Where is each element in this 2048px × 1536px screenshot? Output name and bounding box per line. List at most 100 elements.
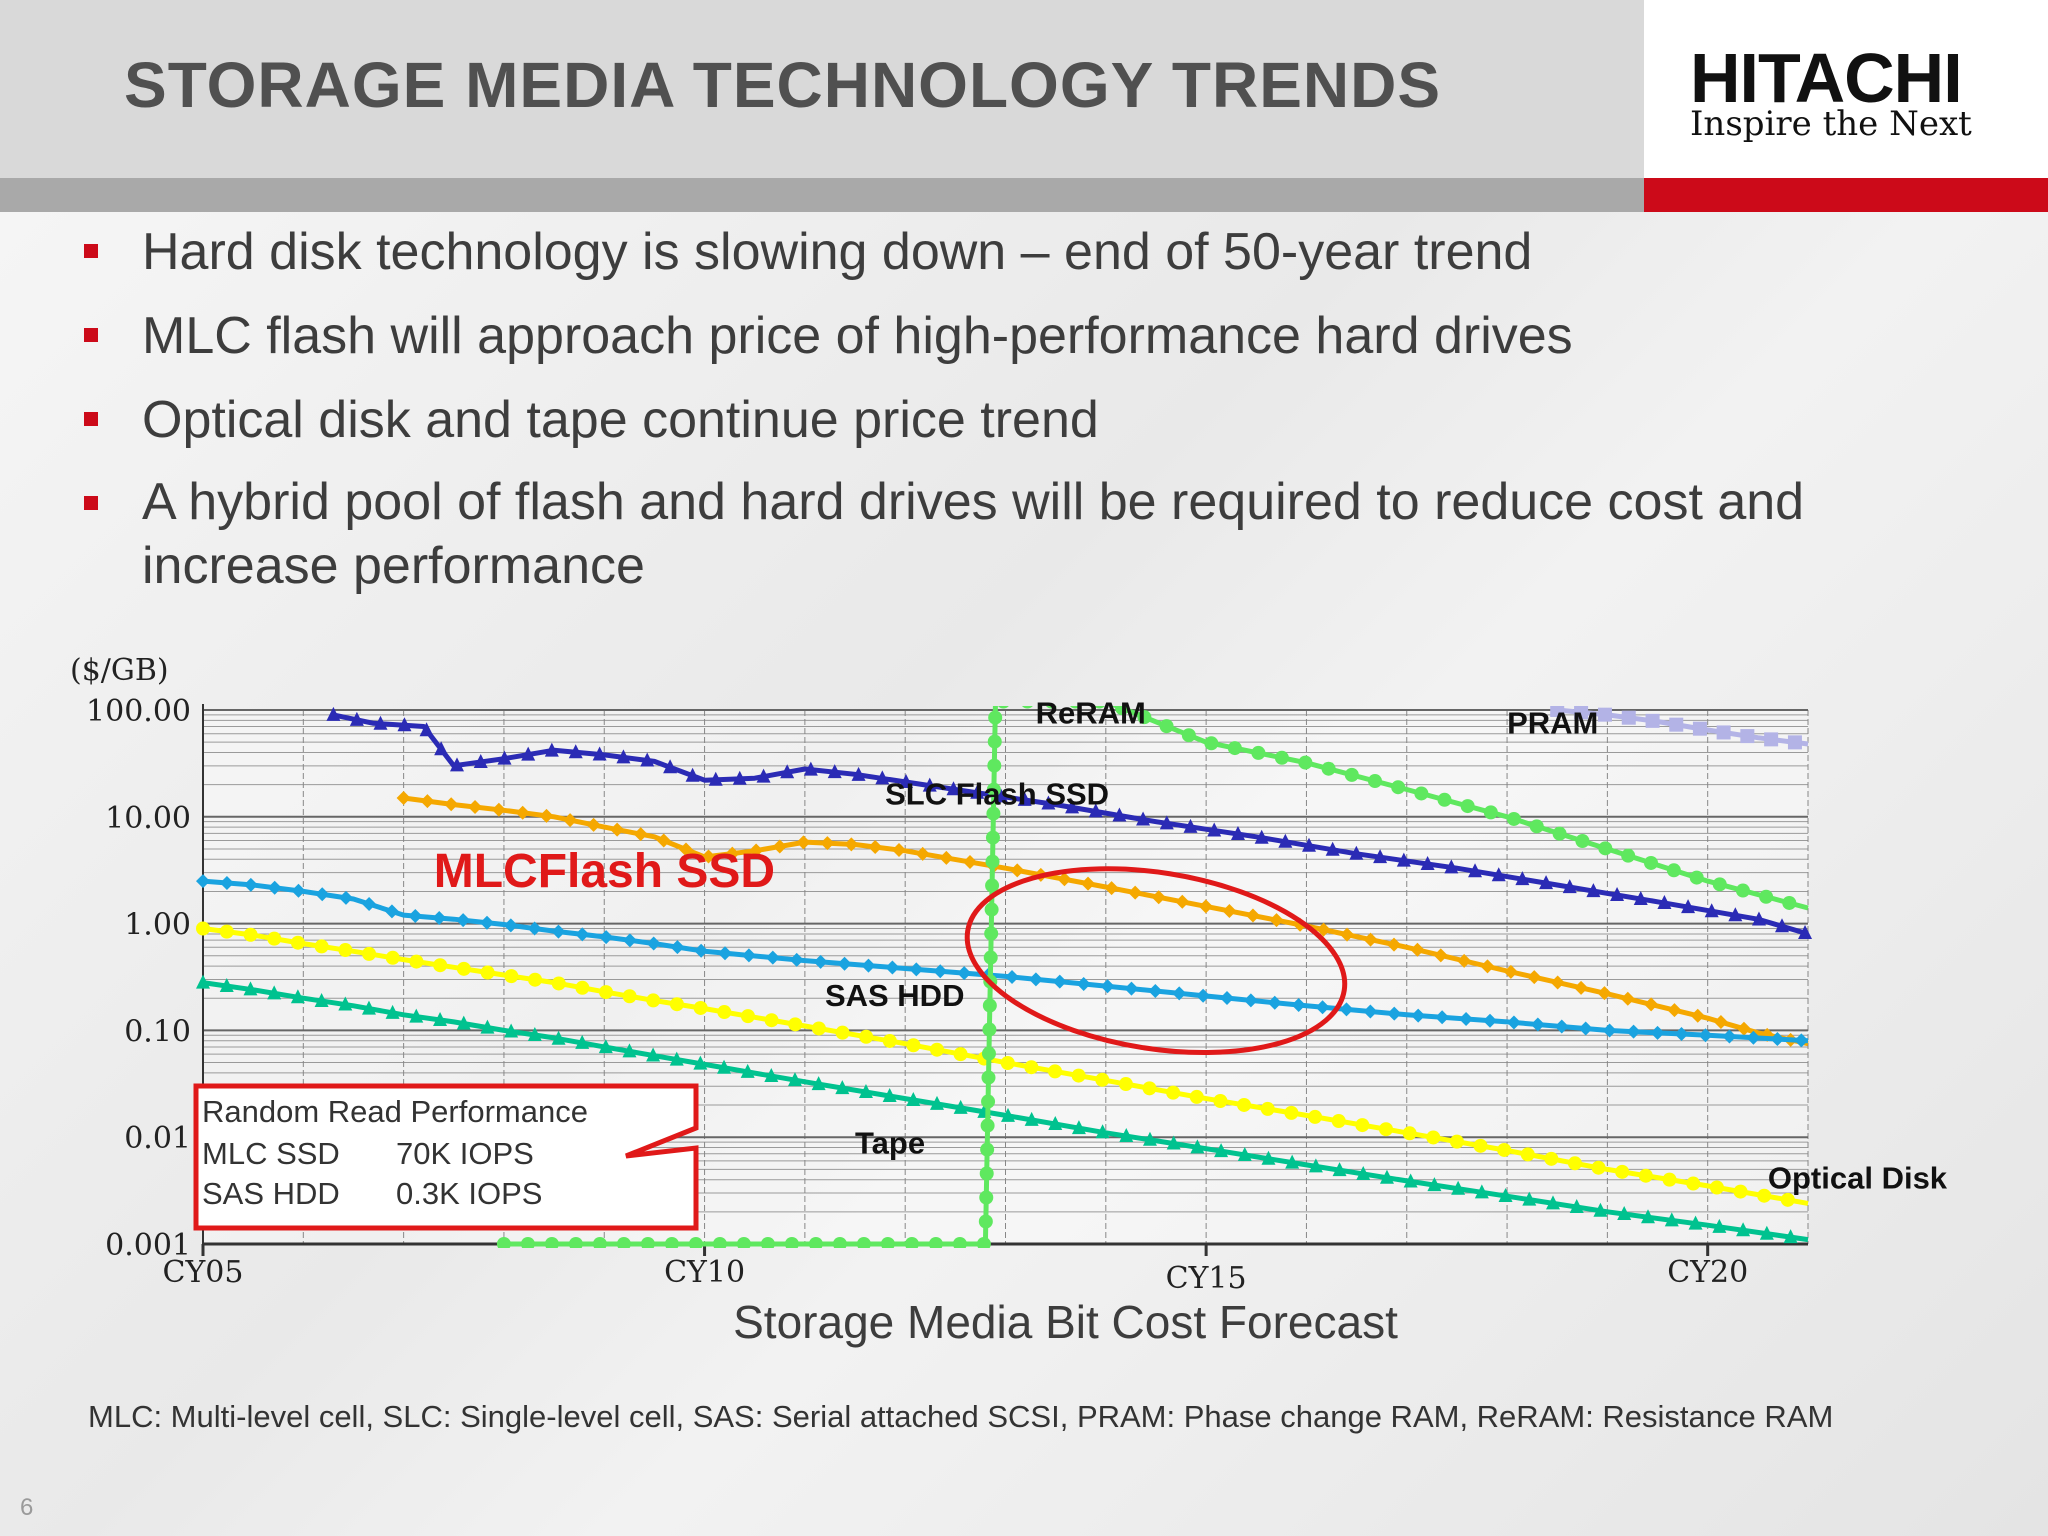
data-point xyxy=(979,1166,994,1181)
data-point xyxy=(1243,993,1258,1008)
data-point xyxy=(933,964,948,979)
x-tick-label: CY05 xyxy=(163,1255,244,1290)
data-point xyxy=(1204,736,1219,751)
data-point xyxy=(1491,867,1506,882)
bullet-text: MLC flash will approach price of high-pe… xyxy=(142,307,1573,365)
data-point xyxy=(882,1033,897,1048)
data-point xyxy=(904,1237,919,1248)
data-point xyxy=(1219,991,1234,1006)
data-point xyxy=(1757,1188,1772,1203)
data-point xyxy=(1142,1081,1157,1096)
data-point xyxy=(420,794,435,809)
data-point xyxy=(1569,1199,1584,1214)
data-point xyxy=(1474,1184,1489,1199)
data-point xyxy=(1175,894,1190,909)
data-point xyxy=(1308,1109,1323,1124)
data-point xyxy=(1104,881,1119,896)
data-point xyxy=(1435,1010,1450,1025)
series-label: PRAM xyxy=(1507,706,1598,741)
data-point xyxy=(1610,887,1625,902)
data-point xyxy=(1065,799,1080,814)
data-point xyxy=(1433,948,1448,963)
data-point xyxy=(1391,780,1406,795)
data-point xyxy=(1227,741,1242,756)
data-point xyxy=(1344,767,1359,782)
data-point xyxy=(1692,721,1707,736)
data-point xyxy=(1444,859,1459,874)
data-point xyxy=(929,1095,944,1110)
data-point xyxy=(290,989,305,1004)
data-point xyxy=(1759,1225,1774,1240)
data-point xyxy=(491,802,506,817)
data-point xyxy=(670,940,685,955)
data-point xyxy=(563,813,578,828)
y-axis-label: ($/GB) xyxy=(70,653,169,688)
data-point xyxy=(1674,1027,1689,1042)
data-point xyxy=(946,781,961,796)
data-point xyxy=(1554,1019,1569,1034)
data-point xyxy=(1267,995,1282,1010)
data-point xyxy=(1196,988,1211,1003)
y-tick-label: 0.10 xyxy=(124,1014,191,1049)
data-point xyxy=(1308,1158,1323,1173)
data-point xyxy=(1586,883,1601,898)
data-point xyxy=(551,1030,566,1045)
data-point xyxy=(1159,719,1174,734)
data-point xyxy=(568,744,583,759)
data-point xyxy=(640,752,655,767)
data-point xyxy=(694,943,709,958)
data-point xyxy=(725,846,740,861)
data-point xyxy=(982,1022,997,1037)
data-point xyxy=(338,996,353,1011)
data-point xyxy=(196,921,210,936)
bullet-square-icon xyxy=(84,244,98,258)
data-point xyxy=(528,972,543,987)
data-point xyxy=(1022,706,1033,709)
data-point xyxy=(616,749,631,764)
data-point xyxy=(243,927,258,942)
data-point xyxy=(986,806,1001,821)
data-point xyxy=(987,734,1002,749)
data-point xyxy=(622,933,637,948)
data-point xyxy=(906,1091,921,1106)
data-point xyxy=(219,875,234,890)
data-point xyxy=(811,1076,826,1091)
data-point xyxy=(1189,1089,1204,1104)
data-point xyxy=(396,791,411,805)
data-point xyxy=(827,764,842,779)
data-point xyxy=(1321,761,1336,776)
data-point xyxy=(1562,879,1577,894)
data-point xyxy=(1251,745,1266,760)
data-point xyxy=(1728,907,1743,922)
data-point xyxy=(449,757,464,772)
logo-box xyxy=(1644,0,2048,178)
data-point xyxy=(551,976,566,991)
data-point xyxy=(385,950,400,965)
data-point xyxy=(1597,707,1612,722)
data-point xyxy=(1349,845,1364,860)
data-point xyxy=(1457,953,1472,968)
data-point xyxy=(1222,903,1237,918)
data-point xyxy=(586,817,601,832)
data-point xyxy=(1181,728,1196,743)
data-point xyxy=(1764,732,1779,747)
data-point xyxy=(504,1023,519,1038)
data-point xyxy=(1159,815,1174,830)
data-point xyxy=(663,759,678,774)
data-point xyxy=(685,767,700,782)
data-point xyxy=(1550,706,1565,717)
data-point xyxy=(1626,1024,1641,1039)
data-point xyxy=(599,930,614,945)
data-point xyxy=(882,1087,897,1102)
data-point xyxy=(598,985,613,1000)
data-point xyxy=(1704,903,1719,918)
data-point xyxy=(1411,1008,1426,1023)
data-point xyxy=(1633,890,1648,905)
bullet-list: Hard disk technology is slowing down – e… xyxy=(78,218,1958,614)
data-point xyxy=(717,1059,732,1074)
data-point xyxy=(1057,872,1072,887)
data-point xyxy=(1574,706,1589,720)
data-point xyxy=(1798,925,1813,940)
data-point xyxy=(1387,937,1402,952)
data-point xyxy=(527,921,542,936)
